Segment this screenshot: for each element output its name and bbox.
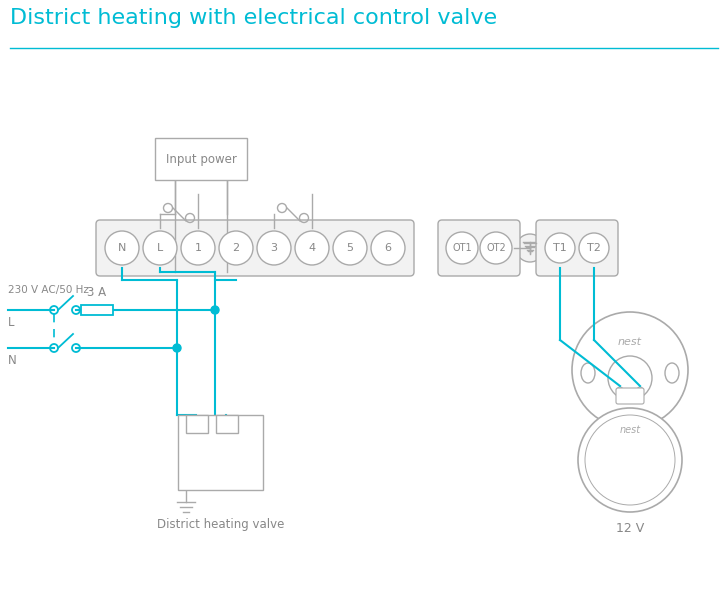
Text: 3 A: 3 A [87, 286, 106, 299]
Text: 3: 3 [271, 243, 277, 253]
Text: 4: 4 [309, 243, 315, 253]
Text: N: N [193, 419, 201, 429]
Circle shape [637, 387, 643, 393]
Circle shape [446, 232, 478, 264]
Text: nest: nest [618, 337, 642, 347]
FancyBboxPatch shape [186, 415, 208, 433]
Circle shape [173, 344, 181, 352]
Text: T1: T1 [553, 243, 567, 253]
Circle shape [295, 231, 329, 265]
Text: OT1: OT1 [452, 243, 472, 253]
FancyBboxPatch shape [96, 220, 414, 276]
FancyBboxPatch shape [536, 220, 618, 276]
Text: 2: 2 [232, 243, 240, 253]
Text: 5: 5 [347, 243, 354, 253]
Text: N: N [118, 243, 126, 253]
Text: L: L [157, 243, 163, 253]
Text: District heating valve: District heating valve [157, 518, 284, 531]
Circle shape [480, 232, 512, 264]
Circle shape [257, 231, 291, 265]
Circle shape [333, 231, 367, 265]
FancyBboxPatch shape [155, 138, 247, 180]
Circle shape [143, 231, 177, 265]
Text: Input power: Input power [165, 153, 237, 166]
Circle shape [181, 231, 215, 265]
Text: 230 V AC/50 Hz: 230 V AC/50 Hz [8, 285, 89, 295]
Circle shape [578, 408, 682, 512]
Text: District heating with electrical control valve: District heating with electrical control… [10, 8, 497, 28]
Circle shape [608, 356, 652, 400]
FancyBboxPatch shape [616, 388, 644, 404]
FancyBboxPatch shape [438, 220, 520, 276]
Circle shape [219, 231, 253, 265]
Text: OT2: OT2 [486, 243, 506, 253]
Circle shape [105, 231, 139, 265]
FancyBboxPatch shape [216, 415, 238, 433]
Text: nest: nest [620, 425, 641, 435]
Ellipse shape [581, 363, 595, 383]
Circle shape [371, 231, 405, 265]
Circle shape [579, 233, 609, 263]
Text: 12 V: 12 V [616, 522, 644, 535]
Circle shape [516, 234, 544, 262]
Text: 6: 6 [384, 243, 392, 253]
Text: N: N [8, 354, 17, 367]
Circle shape [545, 233, 575, 263]
Text: L: L [224, 419, 230, 429]
FancyBboxPatch shape [178, 415, 263, 490]
Circle shape [572, 312, 688, 428]
FancyBboxPatch shape [81, 305, 113, 315]
Ellipse shape [665, 363, 679, 383]
Text: L: L [8, 316, 15, 329]
Circle shape [211, 306, 219, 314]
Text: T2: T2 [587, 243, 601, 253]
Circle shape [617, 387, 623, 393]
Text: 1: 1 [194, 243, 202, 253]
